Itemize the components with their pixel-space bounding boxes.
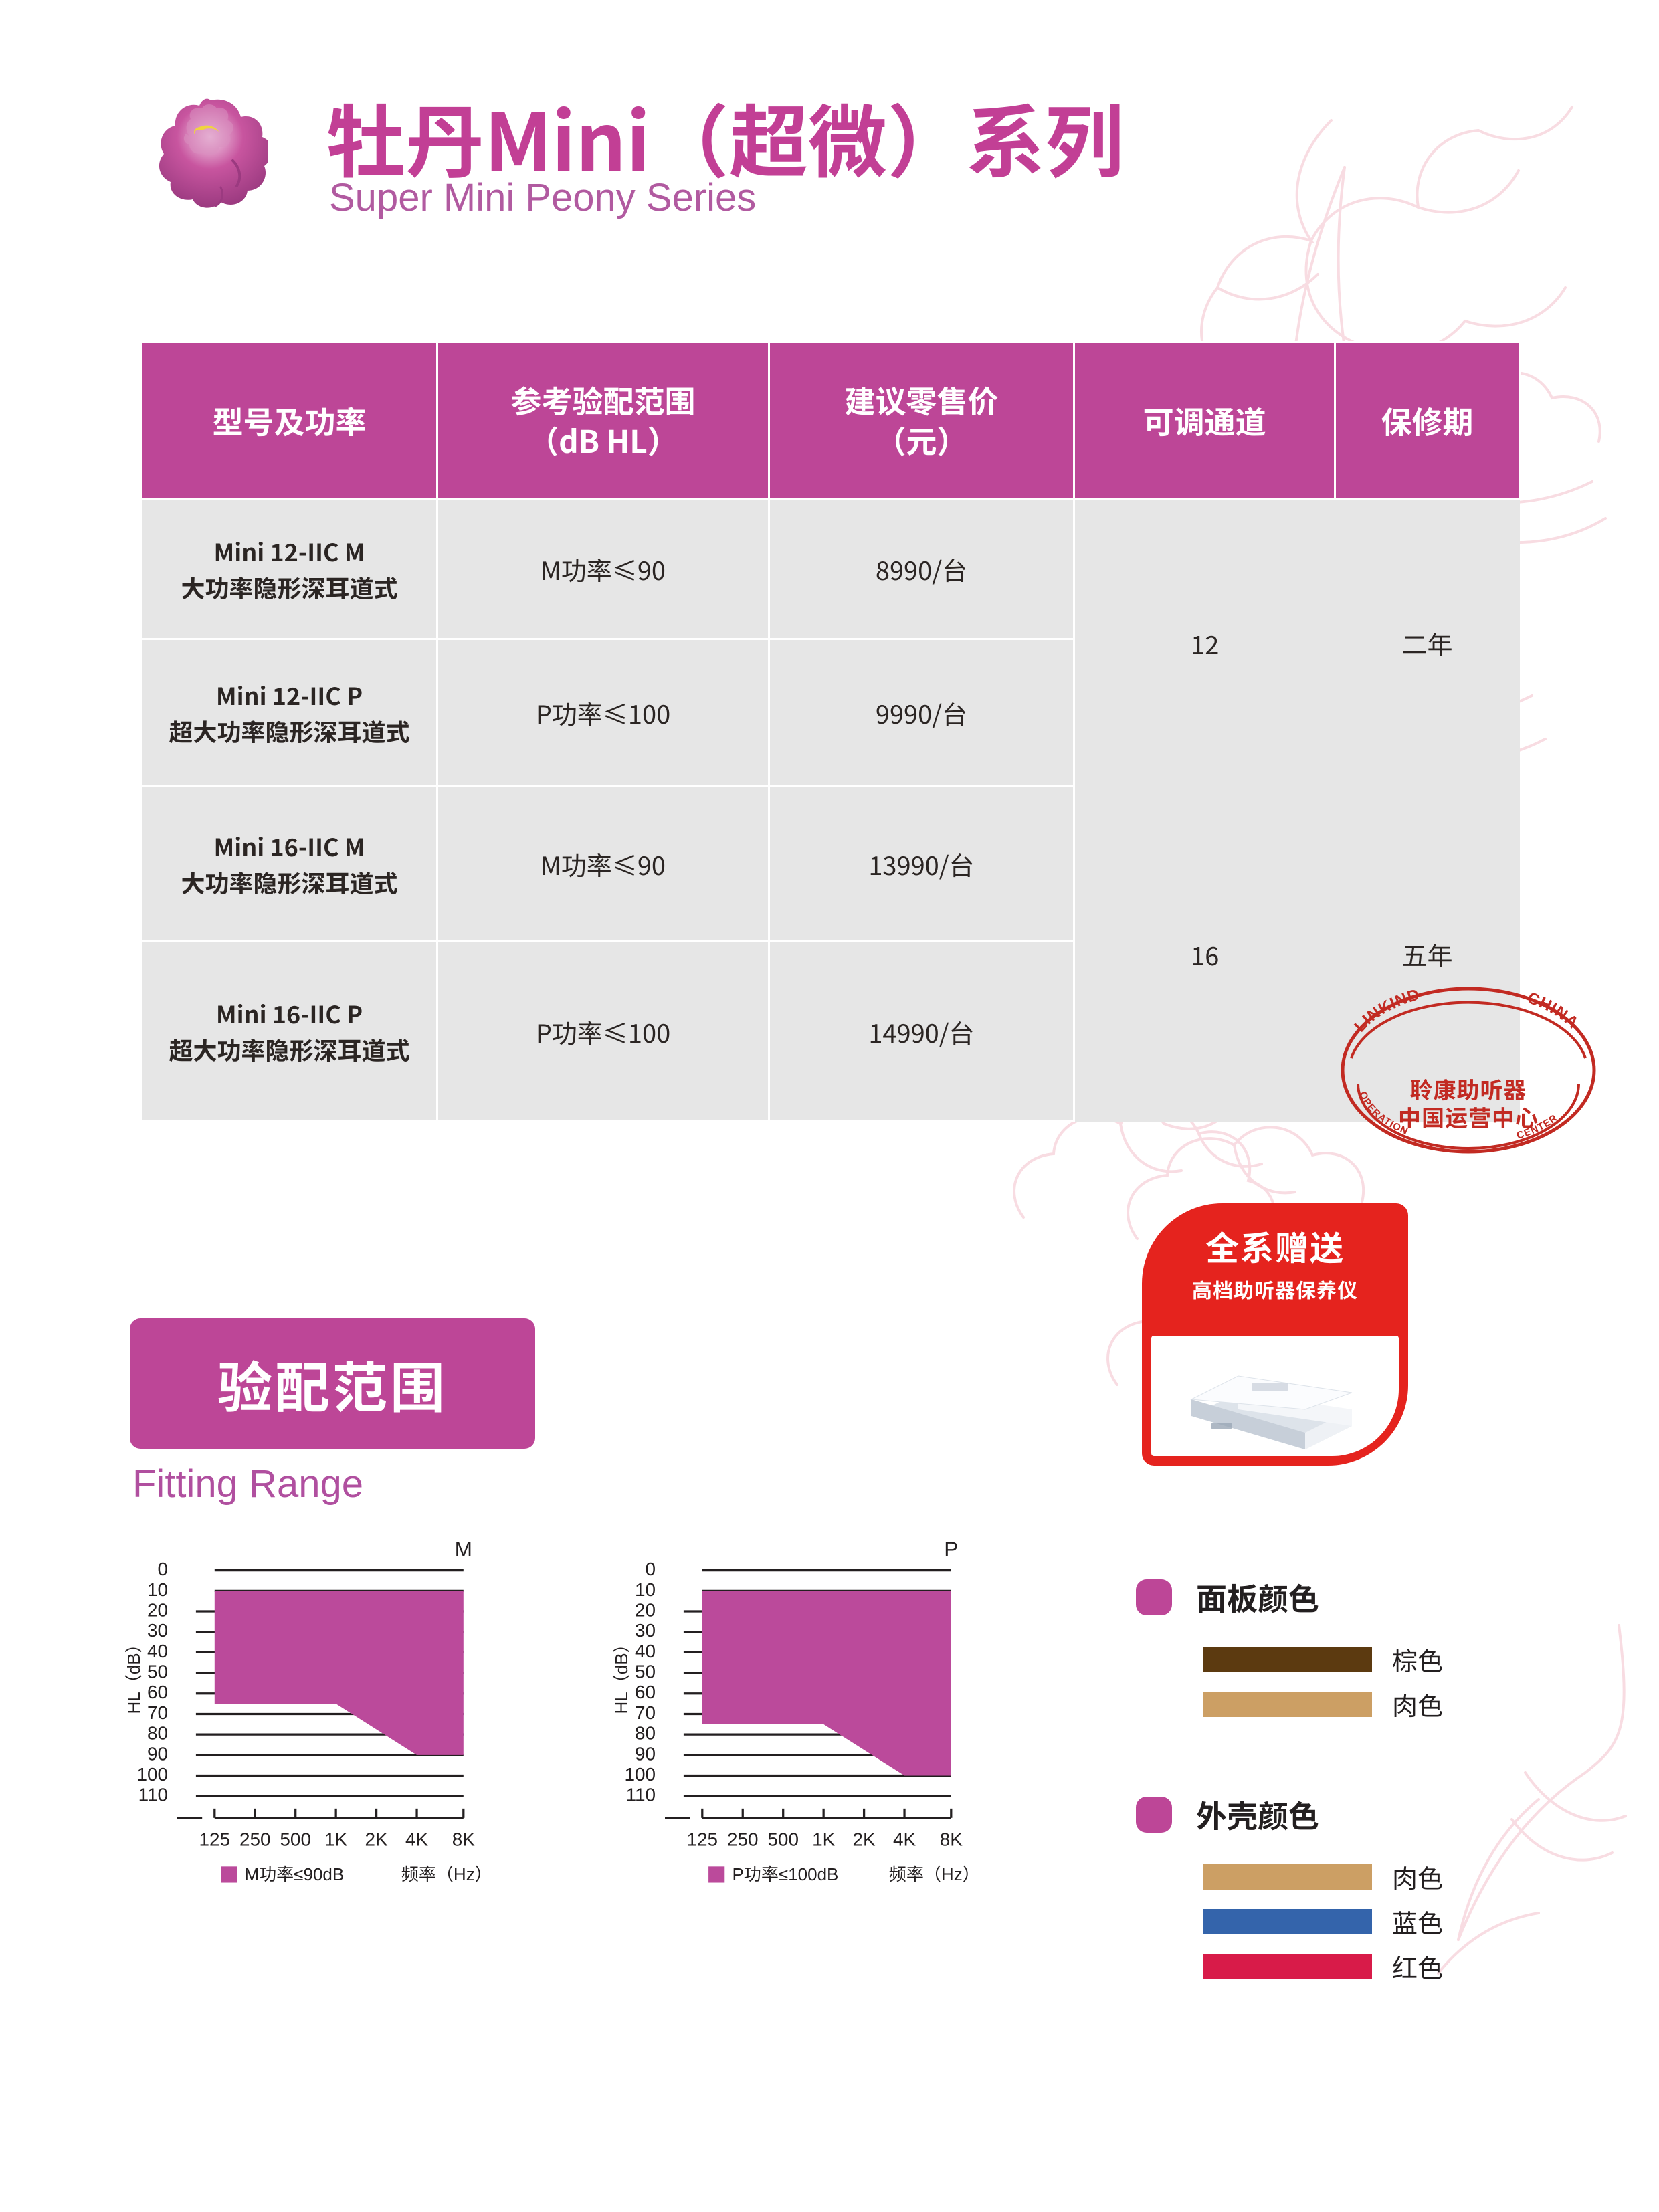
svg-text:40: 40 — [635, 1641, 656, 1662]
svg-text:50: 50 — [635, 1662, 656, 1682]
svg-text:100: 100 — [625, 1764, 656, 1785]
svg-text:50: 50 — [147, 1662, 168, 1682]
svg-text:30: 30 — [635, 1620, 656, 1641]
svg-text:CHINA: CHINA — [1525, 989, 1583, 1032]
svg-text:P: P — [944, 1537, 958, 1561]
svg-text:30: 30 — [147, 1620, 168, 1641]
svg-text:1K: 1K — [324, 1829, 348, 1850]
svg-text:8K: 8K — [940, 1829, 963, 1850]
svg-text:80: 80 — [635, 1723, 656, 1744]
svg-text:20: 20 — [147, 1599, 168, 1620]
svg-text:125: 125 — [687, 1829, 718, 1850]
svg-text:P功率≤100dB: P功率≤100dB — [732, 1864, 838, 1884]
svg-text:125: 125 — [199, 1829, 231, 1850]
svg-text:20: 20 — [635, 1599, 656, 1620]
svg-text:110: 110 — [626, 1785, 656, 1805]
svg-text:2K: 2K — [365, 1829, 389, 1850]
svg-text:HL（dB）: HL（dB） — [611, 1635, 631, 1714]
svg-text:0: 0 — [158, 1559, 169, 1579]
svg-text:110: 110 — [138, 1785, 168, 1805]
svg-text:500: 500 — [767, 1829, 799, 1850]
svg-text:0: 0 — [646, 1559, 656, 1579]
svg-text:8K: 8K — [452, 1829, 476, 1850]
svg-text:90: 90 — [635, 1743, 656, 1764]
svg-text:M功率≤90dB: M功率≤90dB — [244, 1864, 344, 1884]
svg-text:频率（Hz）: 频率（Hz） — [889, 1864, 980, 1884]
svg-text:60: 60 — [635, 1682, 656, 1702]
svg-text:4K: 4K — [893, 1829, 916, 1850]
svg-text:频率（Hz）: 频率（Hz） — [401, 1864, 492, 1884]
svg-text:HL（dB）: HL（dB） — [124, 1635, 144, 1714]
svg-text:100: 100 — [137, 1764, 169, 1785]
svg-text:80: 80 — [147, 1723, 168, 1744]
svg-text:500: 500 — [280, 1829, 311, 1850]
svg-text:中国运营中心: 中国运营中心 — [1398, 1100, 1539, 1133]
svg-text:1K: 1K — [812, 1829, 836, 1850]
svg-text:40: 40 — [147, 1641, 168, 1662]
svg-text:70: 70 — [635, 1702, 656, 1723]
svg-text:10: 10 — [147, 1579, 168, 1600]
svg-text:10: 10 — [635, 1579, 656, 1600]
svg-text:250: 250 — [239, 1829, 271, 1850]
svg-text:2K: 2K — [853, 1829, 876, 1850]
svg-text:90: 90 — [147, 1743, 168, 1764]
svg-text:70: 70 — [147, 1702, 168, 1723]
svg-text:M: M — [455, 1537, 472, 1561]
svg-text:4K: 4K — [405, 1829, 429, 1850]
svg-text:250: 250 — [727, 1829, 759, 1850]
svg-text:60: 60 — [147, 1682, 168, 1702]
